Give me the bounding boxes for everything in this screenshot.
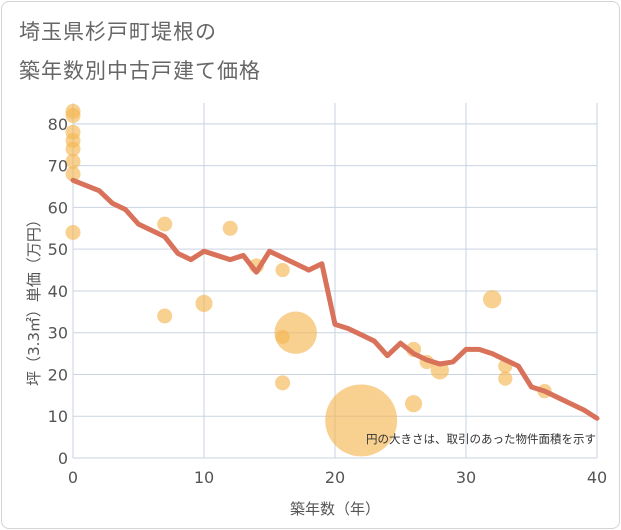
data-bubble [275,375,291,391]
x-tick-label: 40 [587,468,607,487]
data-bubble [275,262,290,278]
data-bubble [157,308,173,324]
chart-title-line2: 築年数別中古戸建て価格 [19,59,261,83]
data-bubble [65,141,81,157]
y-tick-label: 70 [48,157,68,176]
y-tick-label: 40 [48,282,68,301]
x-axis-label: 築年数（年） [290,500,380,518]
x-tick-label: 0 [68,468,78,487]
data-bubble [65,108,81,124]
x-tick-label: 20 [325,468,345,487]
data-bubble [65,166,81,182]
data-bubble [65,224,81,240]
data-bubble [195,294,213,313]
y-tick-labels: 0 10 20 30 40 50 60 70 80 [48,115,68,468]
trend-line [70,177,600,421]
data-bubble [498,371,513,386]
y-tick-label: 0 [58,449,68,468]
bubble-layer [65,103,552,457]
bubble-size-note: 円の大きさは、取引のあった物件面積を示す [366,432,596,446]
y-tick-label: 30 [48,324,68,343]
y-axis-label: 坪（3.3㎡）単価（万円） [25,212,43,386]
data-bubble [157,216,173,232]
data-bubble [483,290,502,309]
y-tick-label: 50 [48,240,68,259]
x-tick-label: 10 [194,468,214,487]
data-bubble [65,153,81,169]
y-tick-label: 20 [48,365,68,384]
data-bubble [325,384,398,457]
y-tick-label: 10 [48,407,68,426]
data-bubble [274,311,317,354]
data-bubble [405,395,423,413]
x-tick-label: 30 [456,468,476,487]
x-tick-labels: 0 10 20 30 40 [68,468,607,487]
chart-title-line1: 埼玉県杉戸町堤根の [19,20,217,44]
trend-layer [70,177,600,421]
y-tick-label: 80 [48,115,68,134]
y-tick-label: 60 [48,198,68,217]
data-bubble [222,220,238,236]
